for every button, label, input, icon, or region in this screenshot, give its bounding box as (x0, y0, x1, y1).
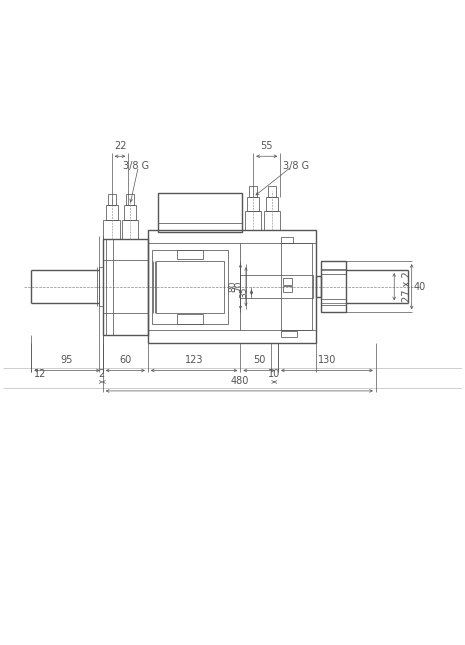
Text: 123: 123 (185, 355, 203, 365)
Bar (156, 261, 224, 313)
Bar (247, 197, 259, 211)
Bar (316, 276, 321, 297)
Bar (177, 250, 203, 259)
Bar (264, 211, 280, 230)
Text: 27 x 2: 27 x 2 (402, 272, 412, 302)
Text: 2: 2 (98, 370, 104, 379)
Bar (104, 219, 120, 239)
Text: 10: 10 (268, 370, 280, 379)
Bar (281, 332, 297, 337)
Bar (121, 219, 138, 239)
Bar (245, 211, 261, 230)
Text: 50: 50 (253, 355, 266, 365)
Text: 60: 60 (119, 355, 132, 365)
Text: 3/8 G: 3/8 G (283, 161, 309, 172)
Text: 3/8 G: 3/8 G (123, 161, 149, 172)
Bar (249, 186, 257, 197)
Bar (103, 239, 148, 335)
Text: 12: 12 (33, 370, 46, 379)
Text: 55: 55 (260, 141, 273, 151)
Bar (126, 194, 134, 206)
Bar (268, 186, 276, 197)
Text: 95: 95 (61, 355, 73, 365)
Text: 130: 130 (318, 355, 336, 365)
Bar (124, 206, 136, 219)
Text: 35: 35 (239, 286, 249, 298)
Text: 70: 70 (234, 281, 243, 292)
Bar (152, 250, 228, 324)
Bar (281, 243, 312, 330)
Text: 480: 480 (230, 375, 248, 386)
Bar (106, 206, 118, 219)
Text: 40: 40 (413, 282, 425, 292)
Bar (107, 194, 116, 206)
Bar (281, 237, 293, 243)
Bar (240, 275, 313, 298)
Bar (283, 286, 292, 292)
Bar (266, 197, 278, 211)
Bar (158, 194, 242, 232)
Text: 80: 80 (229, 281, 238, 292)
Bar (177, 314, 203, 324)
Bar (283, 278, 292, 285)
Bar (148, 230, 316, 343)
Text: 22: 22 (114, 141, 126, 151)
Bar (321, 261, 346, 312)
